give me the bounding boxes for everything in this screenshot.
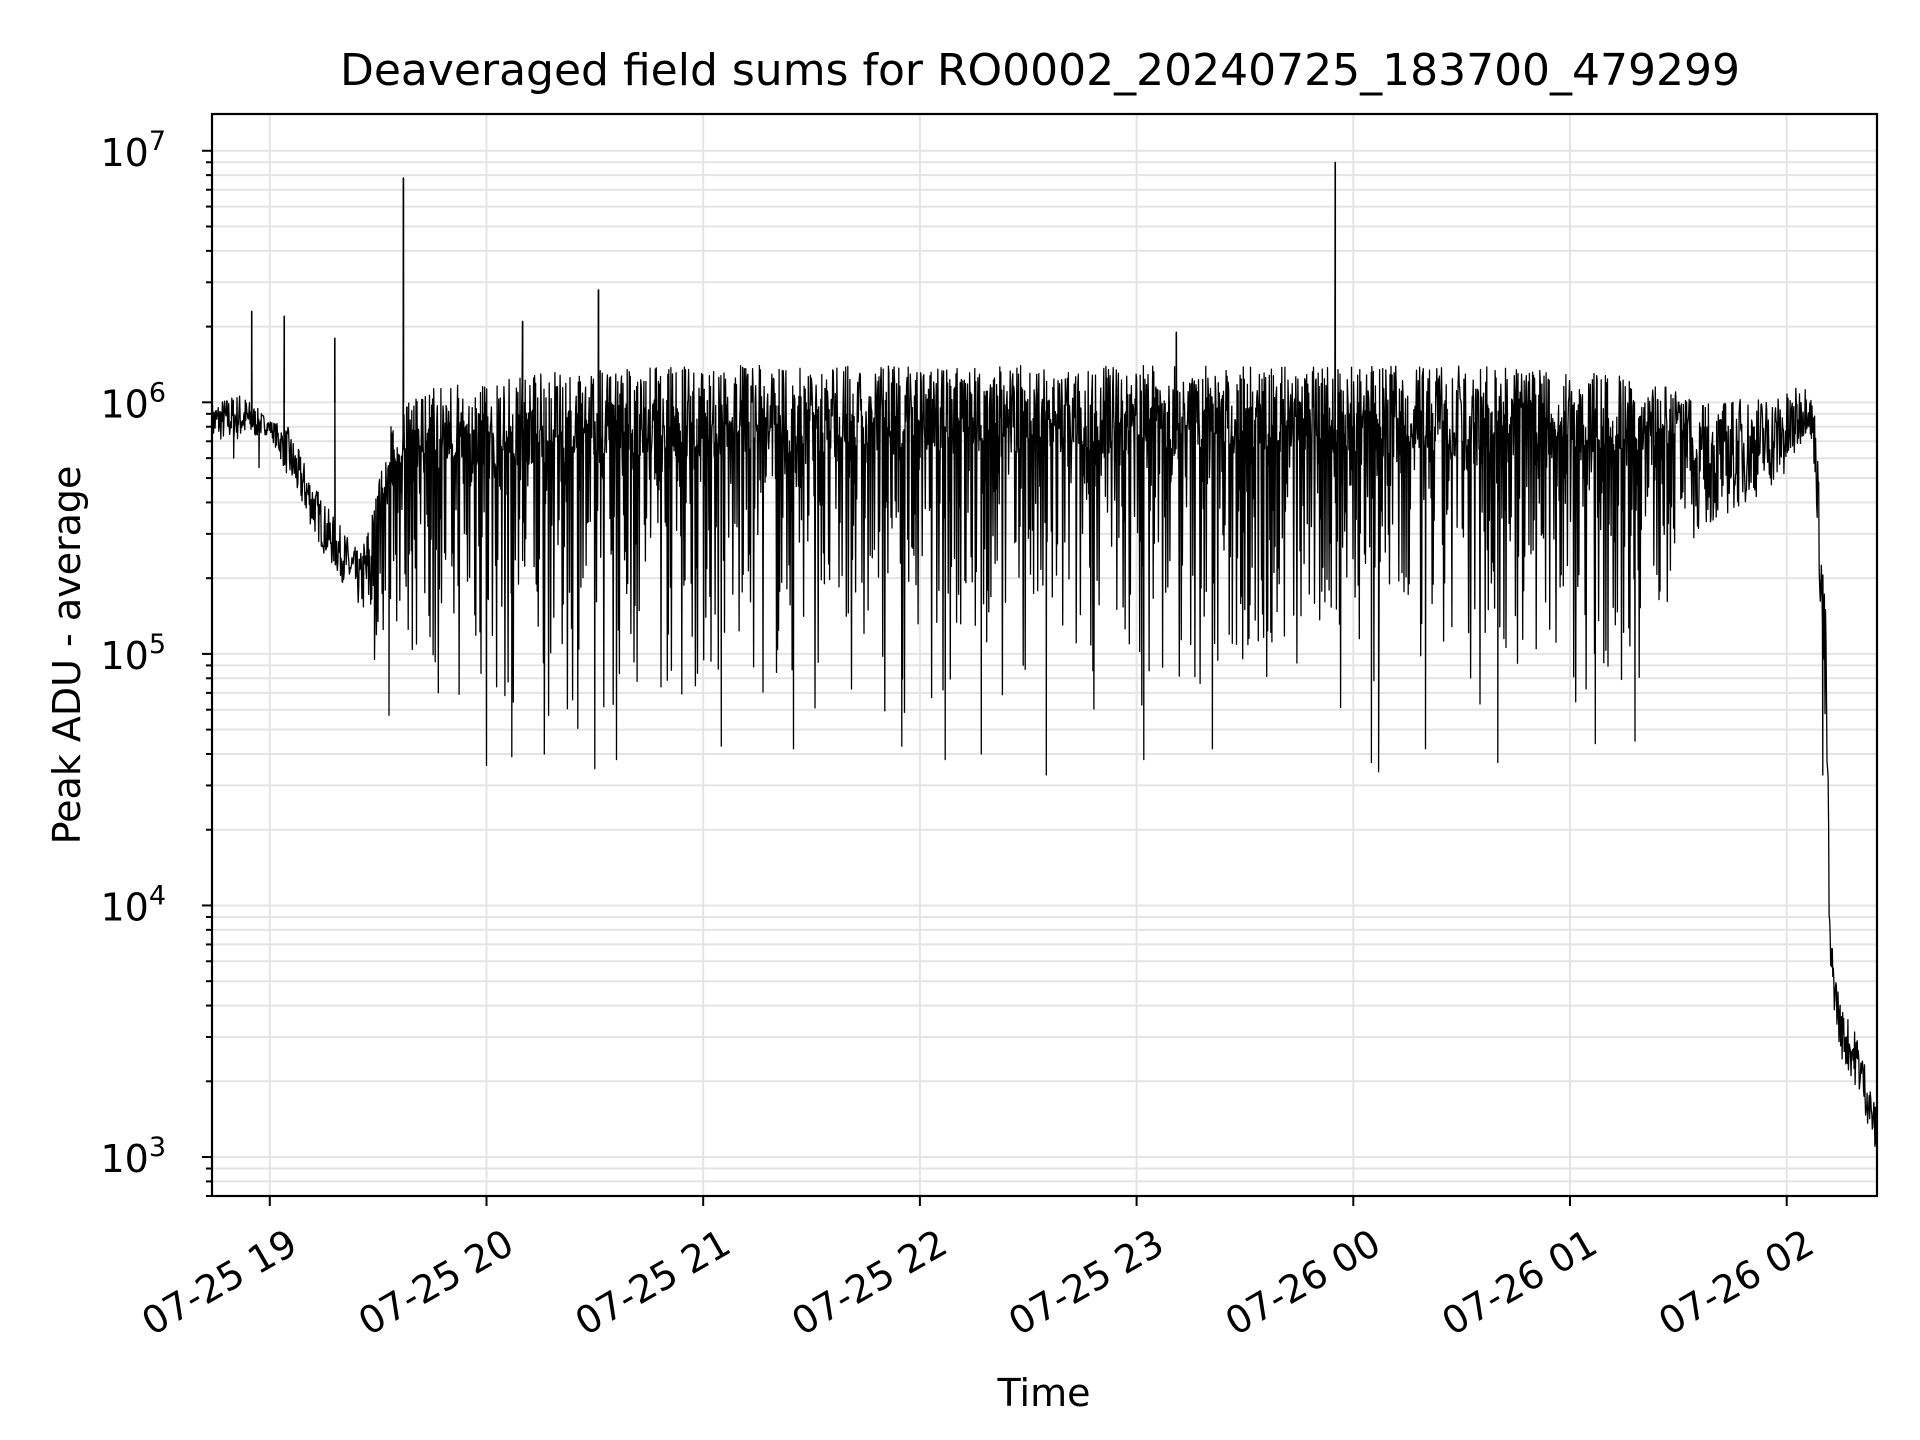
y-tick-label: 106 — [100, 377, 166, 426]
x-tick-label: 07-25 23 — [1001, 1221, 1171, 1345]
plot-frame — [210, 112, 1879, 1198]
x-tick-label: 07-26 02 — [1651, 1221, 1821, 1345]
x-tick-label: 07-26 00 — [1218, 1221, 1388, 1345]
y-axis: 103 104 105 106 107 — [100, 126, 212, 1197]
x-tick-label: 07-25 21 — [568, 1221, 738, 1345]
y-tick-label: 105 — [100, 629, 166, 678]
chart-title: Deaveraged field sums for RO0002_2024072… — [340, 45, 1740, 96]
grid — [212, 114, 1877, 1197]
x-tick-label: 07-25 22 — [784, 1221, 954, 1345]
x-axis: 07-25 19 07-25 20 07-25 21 07-25 22 07-25 23… — [134, 1196, 1821, 1344]
series-layer — [211, 161, 1878, 1148]
y-tick-label: 104 — [100, 880, 166, 929]
x-tick-label: 07-25 19 — [134, 1221, 304, 1345]
series-line — [211, 161, 1878, 1148]
x-tick-label: 07-26 01 — [1435, 1221, 1605, 1345]
x-axis-label: Time — [997, 1371, 1091, 1415]
y-axis-label: Peak ADU - average — [45, 466, 89, 845]
y-tick-label: 103 — [100, 1132, 166, 1181]
x-tick-label: 07-25 20 — [351, 1221, 521, 1345]
y-tick-label: 107 — [100, 126, 166, 175]
